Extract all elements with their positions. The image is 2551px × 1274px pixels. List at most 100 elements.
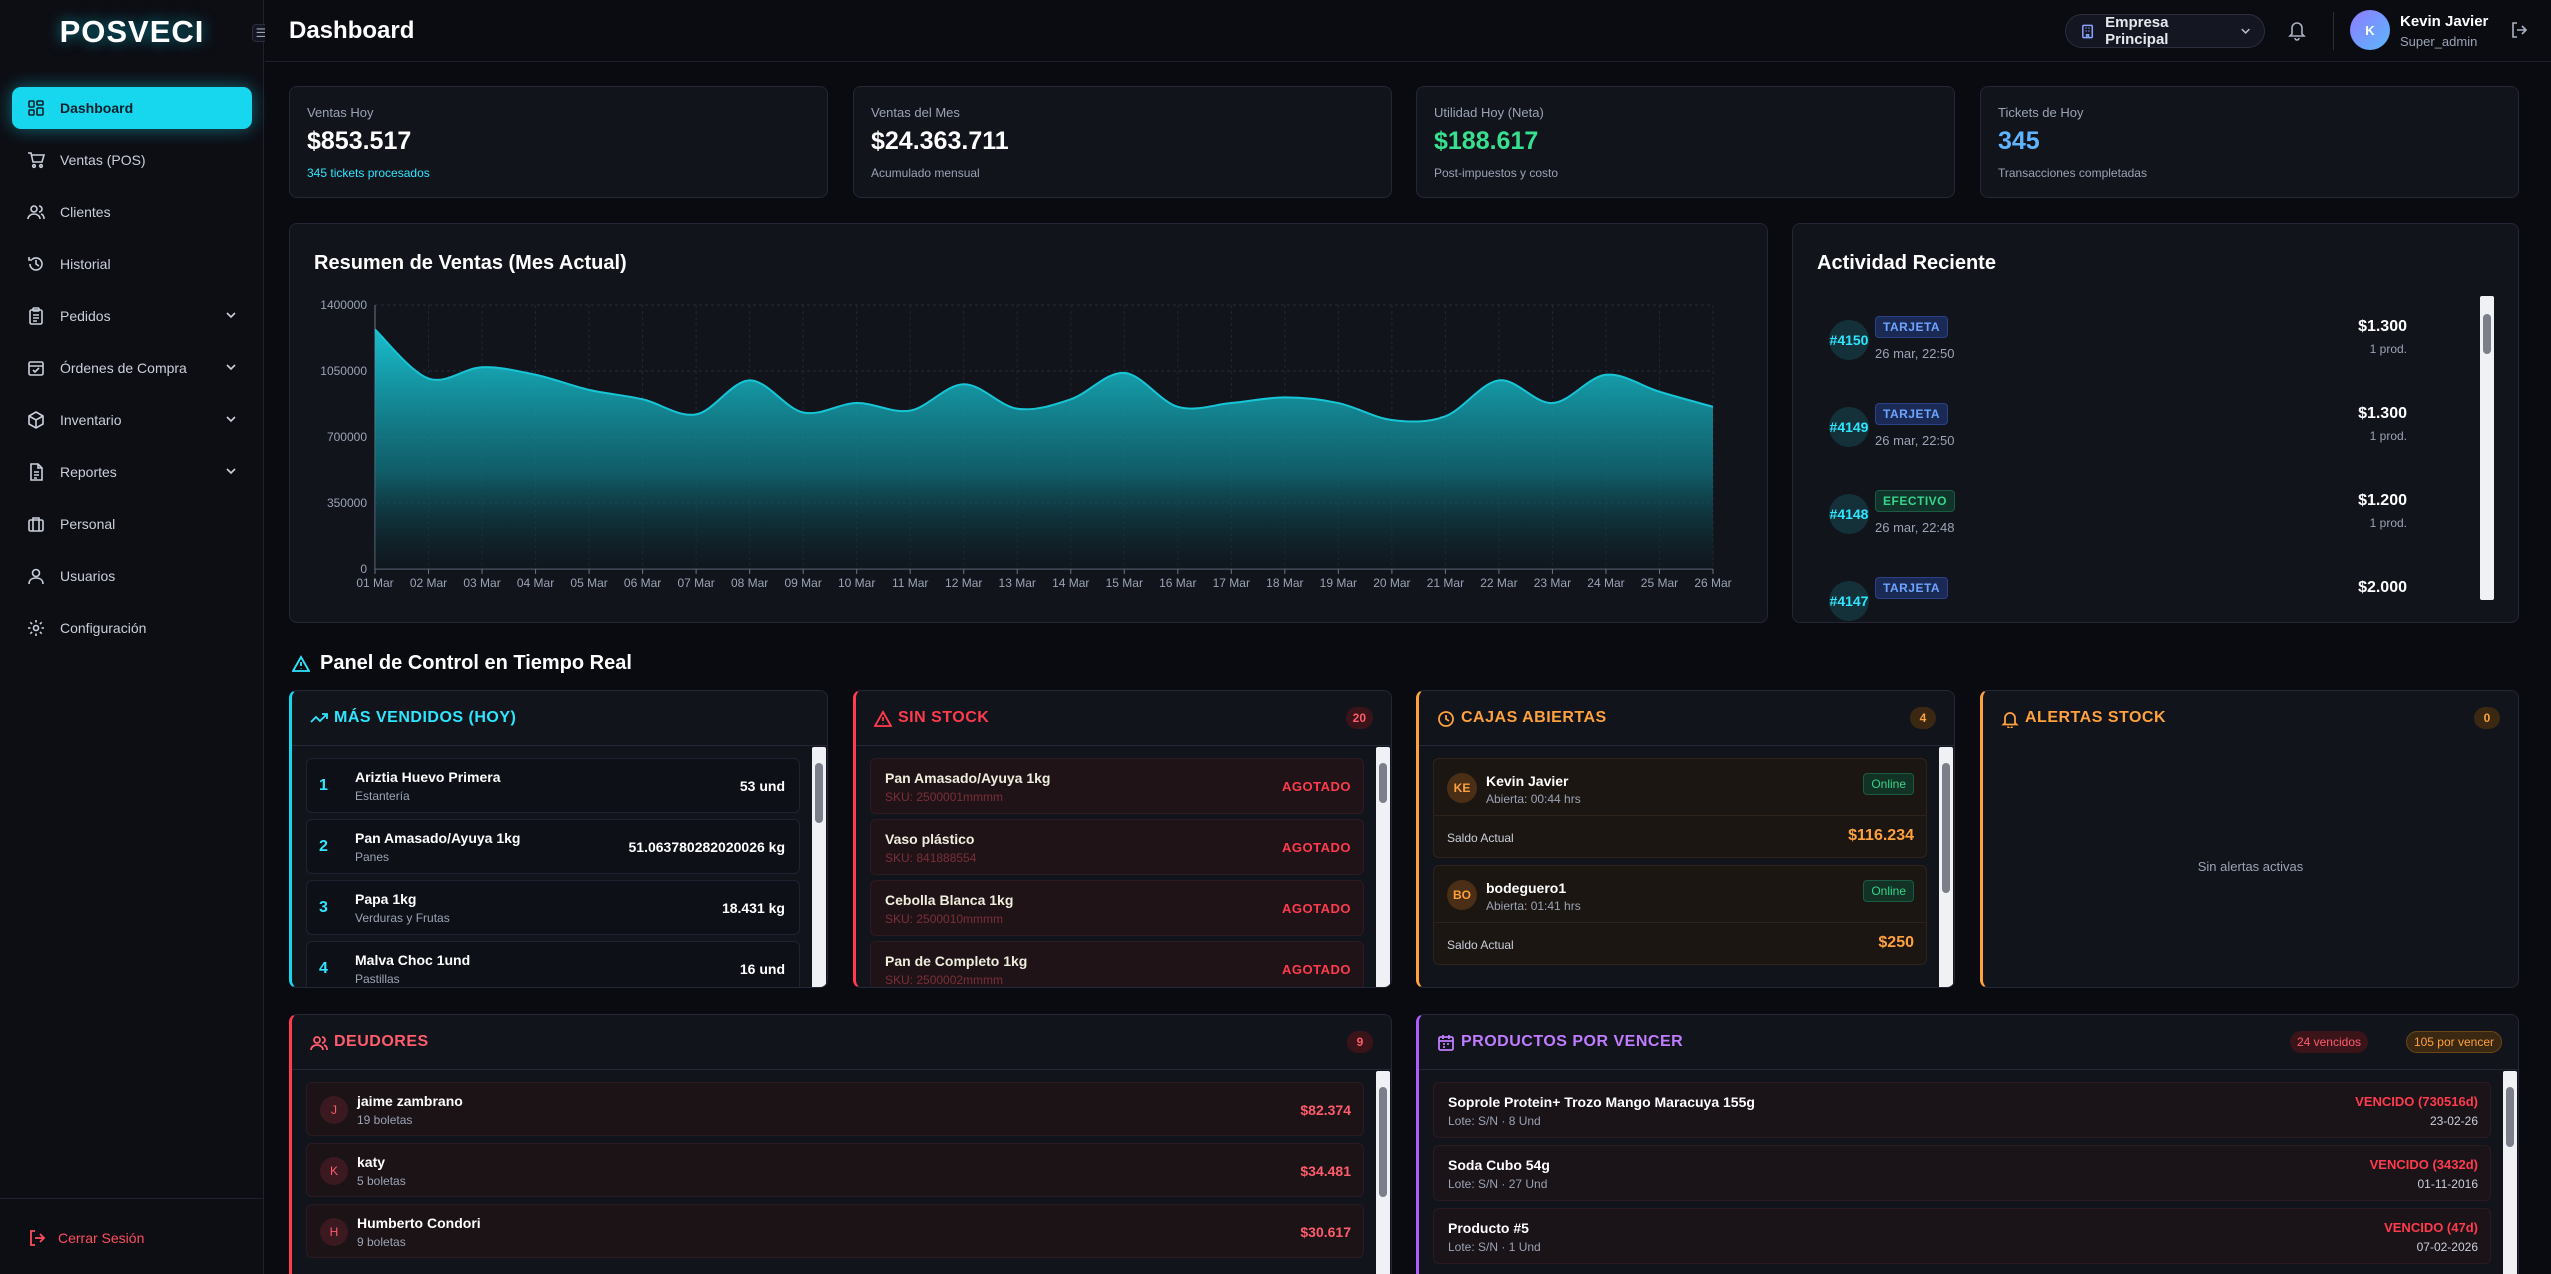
stock-status: AGOTADO <box>1282 840 1351 855</box>
page-title: Dashboard <box>289 17 415 44</box>
sidebar-item-label: Personal <box>60 516 116 532</box>
balance-label: Saldo Actual <box>1447 831 1514 845</box>
chevron-down-icon <box>226 312 236 319</box>
rank-number: 2 <box>319 838 328 855</box>
product-lot: Lote: S/N · 27 Und <box>1448 1177 1548 1191</box>
expiring-product-row[interactable]: Soprole Protein+ Trozo Mango Maracuya 15… <box>1433 1082 2491 1138</box>
sidebar-item-reportes[interactable]: Reportes <box>12 451 252 493</box>
top-seller-row[interactable]: 4 Malva Choc 1und Pastillas 16 und <box>306 941 800 987</box>
panel-header: ALERTAS STOCK 0 <box>1983 691 2518 746</box>
sidebar-item-historial[interactable]: Historial <box>12 243 252 285</box>
stat-card-ventas-mes: Ventas del Mes $24.363.711 Acumulado men… <box>853 86 1392 198</box>
scrollbar-thumb[interactable] <box>1942 763 1950 893</box>
scrollbar-thumb[interactable] <box>1379 1087 1387 1197</box>
y-tick-label: 350000 <box>327 496 367 510</box>
stat-label: Ventas Hoy <box>307 105 374 120</box>
expired-badge: 24 vencidos <box>2289 1031 2368 1053</box>
balance-amount: $116.234 <box>1848 827 1914 844</box>
debtor-receipts: 5 boletas <box>357 1174 406 1188</box>
panel-scrollbar[interactable] <box>1939 747 1953 987</box>
activity-scrollbar[interactable] <box>2480 296 2494 600</box>
divider <box>1434 922 1926 923</box>
panel-scrollbar[interactable] <box>812 747 826 987</box>
sidebar-item-clientes[interactable]: Clientes <box>12 191 252 233</box>
sidebar-item-inventario[interactable]: Inventario <box>12 399 252 441</box>
product-name: Ariztia Huevo Primera <box>355 769 501 785</box>
sidebar-item-personal[interactable]: Personal <box>12 503 252 545</box>
top-seller-row[interactable]: 3 Papa 1kg Verduras y Frutas 18.431 kg <box>306 880 800 935</box>
user-role: Super_admin <box>2400 34 2478 49</box>
sidebar-item-label: Inventario <box>60 412 122 428</box>
scrollbar-thumb[interactable] <box>2483 314 2491 354</box>
opened-time: Abierta: 00:44 hrs <box>1486 792 1581 806</box>
x-tick-label: 09 Mar <box>784 576 821 590</box>
box-icon <box>26 410 46 430</box>
cashier-avatar: KE <box>1447 773 1477 803</box>
sales-line <box>374 328 1714 423</box>
sidebar-item-dashboard[interactable]: Dashboard <box>12 87 252 129</box>
x-tick-label: 24 Mar <box>1587 576 1624 590</box>
x-tick-label: 17 Mar <box>1213 576 1250 590</box>
out-of-stock-row[interactable]: Pan Amasado/Ayuya 1kg SKU: 2500001mmmm AGO… <box>870 758 1364 814</box>
logout-icon[interactable] <box>2509 20 2529 45</box>
sidebar-item-usuarios[interactable]: Usuarios <box>12 555 252 597</box>
stat-card-ventas-hoy: Ventas Hoy $853.517 345 tickets procesad… <box>289 86 828 198</box>
x-tick-label: 06 Mar <box>624 576 661 590</box>
quantity-sold: 18.431 kg <box>721 900 785 916</box>
top-seller-row[interactable]: 1 Ariztia Huevo Primera Estantería 53 und <box>306 758 800 813</box>
stat-value: 345 <box>1998 127 2040 155</box>
expiring-product-row[interactable]: Producto #5 Lote: S/N · 1 Und VENCIDO (47d… <box>1433 1208 2491 1264</box>
out-of-stock-row[interactable]: Pan de Completo 1kg SKU: 2500002mmmm AGOTA… <box>870 941 1364 987</box>
activity-item[interactable]: #4150 TARJETA 26 mar, 22:50 $1.300 1 prod. <box>1817 304 2427 374</box>
panel-title: SIN STOCK <box>898 709 990 726</box>
product-name: Pan Amasado/Ayuya 1kg <box>885 770 1051 786</box>
debtor-row[interactable]: H Humberto Condori 9 boletas $30.617 <box>306 1204 1364 1258</box>
activity-item[interactable]: #4149 TARJETA 26 mar, 22:50 $1.300 1 prod. <box>1817 391 2427 461</box>
debtor-name: jaime zambrano <box>357 1093 463 1109</box>
panel-header: SIN STOCK 20 <box>856 691 1391 746</box>
company-name: Empresa Principal <box>2105 14 2169 48</box>
count-badge: 4 <box>1910 707 1936 729</box>
company-selector[interactable]: Empresa Principal <box>2065 14 2265 48</box>
debt-amount: $82.374 <box>1300 1102 1351 1118</box>
avatar[interactable]: K <box>2350 10 2390 50</box>
scrollbar-thumb[interactable] <box>1379 763 1387 803</box>
expiring-product-row[interactable]: Soda Cubo 54g Lote: S/N · 27 Und VENCIDO (… <box>1433 1145 2491 1201</box>
product-name: Soda Cubo 54g <box>1448 1157 1550 1173</box>
x-tick-label: 07 Mar <box>677 576 714 590</box>
stat-value: $188.617 <box>1434 127 1539 155</box>
rank-number: 1 <box>319 777 328 794</box>
panel-scrollbar[interactable] <box>1376 747 1390 987</box>
cash-register-row[interactable]: KE Kevin Javier Abierta: 00:44 hrs Online Sa… <box>1433 758 1927 858</box>
activity-item[interactable]: #4147 TARJETA $2.000 <box>1817 565 2427 622</box>
product-sku: SKU: 841888554 <box>885 851 977 865</box>
scrollbar-thumb[interactable] <box>2506 1087 2514 1147</box>
sidebar-item-configuracion[interactable]: Configuración <box>12 607 252 649</box>
bell-icon[interactable] <box>2287 19 2307 46</box>
expiry-status: VENCIDO (3432d) <box>2369 1157 2478 1172</box>
balance-amount: $250 <box>1878 934 1914 951</box>
x-tick-label: 23 Mar <box>1534 576 1571 590</box>
x-tick-label: 15 Mar <box>1106 576 1143 590</box>
sidebar-item-ventas[interactable]: Ventas (POS) <box>12 139 252 181</box>
scrollbar-thumb[interactable] <box>815 763 823 823</box>
sidebar-item-pedidos[interactable]: Pedidos <box>12 295 252 337</box>
sidebar-item-ordenes-compra[interactable]: Órdenes de Compra <box>12 347 252 389</box>
app-logo[interactable]: POSVECI <box>59 14 205 49</box>
top-seller-row[interactable]: 2 Pan Amasado/Ayuya 1kg Panes 51.0637802820… <box>306 819 800 874</box>
logout-button[interactable]: Cerrar Sesión <box>28 1229 144 1247</box>
out-of-stock-row[interactable]: Cebolla Blanca 1kg SKU: 2500010mmmm AGOTAD… <box>870 880 1364 936</box>
out-of-stock-row[interactable]: Vaso plástico SKU: 841888554 AGOTADO <box>870 819 1364 875</box>
cash-register-row[interactable]: BO bodeguero1 Abierta: 01:41 hrs Online Sald… <box>1433 865 1927 965</box>
history-icon <box>26 254 46 274</box>
stock-status: AGOTADO <box>1282 962 1351 977</box>
panel-scrollbar[interactable] <box>2503 1071 2517 1274</box>
alert-triangle-icon <box>292 654 310 672</box>
panel-scrollbar[interactable] <box>1376 1071 1390 1274</box>
activity-item[interactable]: #4148 EFECTIVO 26 mar, 22:48 $1.200 1 prod. <box>1817 478 2427 548</box>
user-name: Kevin Javier <box>2400 13 2489 30</box>
stock-status: AGOTADO <box>1282 779 1351 794</box>
sidebar-item-label: Ventas (POS) <box>60 152 146 168</box>
